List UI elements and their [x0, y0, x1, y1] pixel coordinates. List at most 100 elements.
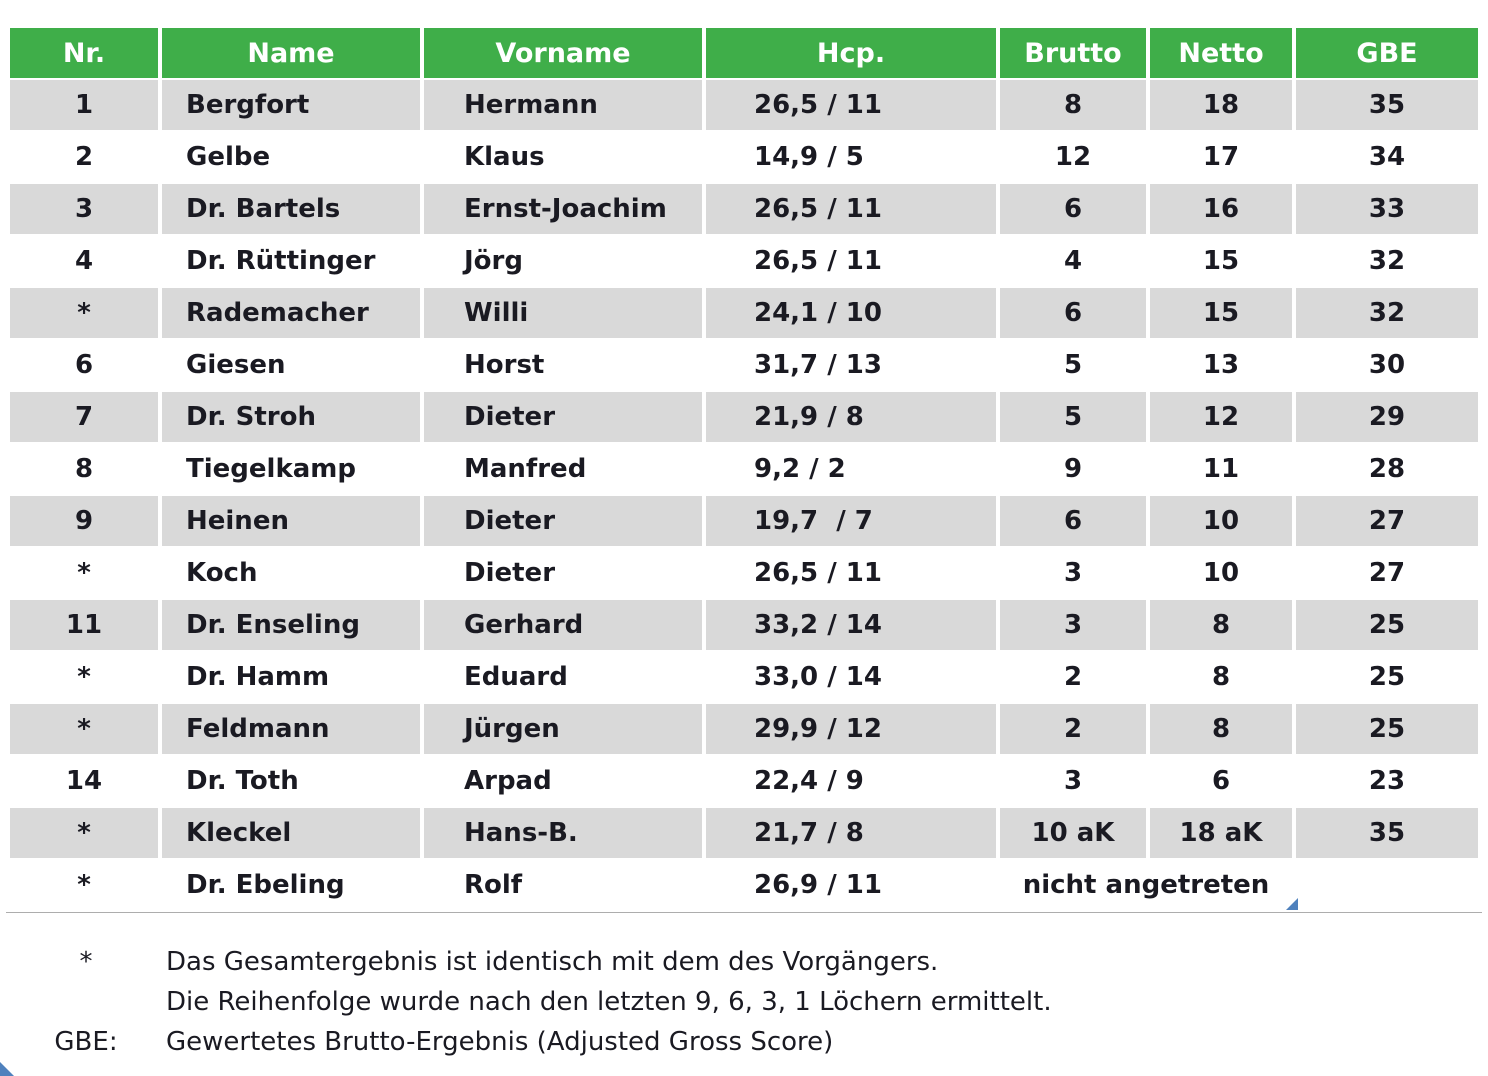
column-header-vorname: Vorname [424, 28, 702, 78]
cell-netto: 15 [1150, 288, 1292, 338]
footnotes: * Das Gesamtergebnis ist identisch mit d… [6, 942, 1426, 1062]
cell-name: Dr. Ebeling [186, 870, 345, 900]
table-row: 3 Dr. Bartels Ernst-Joachim 26,5 / 11 6 16 33 [10, 184, 1478, 234]
cell-nr: * [10, 704, 158, 754]
cell-nr: 4 [74, 246, 94, 276]
cell-status: nicht angetreten [1022, 870, 1270, 900]
cell-gbe: 25 [1296, 600, 1478, 650]
footnote-text: Gewertetes Brutto-Ergebnis (Adjusted Gro… [166, 1027, 834, 1057]
cell-netto: 18 aK [1150, 808, 1292, 858]
cell-hcp: 9,2 / 2 [754, 454, 846, 484]
cell-netto: 15 [1202, 246, 1240, 276]
cell-hcp: 24,1 / 10 [706, 288, 996, 338]
cell-hcp: 26,5 / 11 [706, 184, 996, 234]
cell-brutto: 6 [1000, 496, 1146, 546]
cell-vorname: Klaus [464, 142, 545, 172]
cell-gbe: 25 [1296, 704, 1478, 754]
selection-corner-icon [1286, 898, 1298, 910]
cell-nr: 6 [74, 350, 94, 380]
cell-nr: 14 [65, 766, 103, 796]
footnote-symbol: * [79, 947, 93, 977]
column-header-netto: Netto [1150, 28, 1292, 78]
cell-vorname: Rolf [464, 870, 523, 900]
table-row: 8 Tiegelkamp Manfred 9,2 / 2 9 11 28 [10, 444, 1478, 494]
cell-brutto: 5 [1000, 392, 1146, 442]
table-row: 2 Gelbe Klaus 14,9 / 5 12 17 34 [10, 132, 1478, 182]
cell-hcp: 22,4 / 9 [754, 766, 864, 796]
cell-nr: * [77, 870, 91, 900]
cell-nr: * [10, 808, 158, 858]
cell-hcp: 31,7 / 13 [754, 350, 882, 380]
cell-name: Dr. Rüttinger [186, 246, 376, 276]
cell-nr: 1 [10, 80, 158, 130]
cell-netto: 10 [1150, 496, 1292, 546]
table-row: 7 Dr. Stroh Dieter 21,9 / 8 5 12 29 [10, 392, 1478, 442]
cell-name: Kleckel [162, 808, 420, 858]
cell-hcp: 26,5 / 11 [706, 80, 996, 130]
cell-name: Rademacher [162, 288, 420, 338]
cell-gbe: 34 [1368, 142, 1406, 172]
cell-hcp: 29,9 / 12 [706, 704, 996, 754]
cell-hcp: 21,7 / 8 [706, 808, 996, 858]
cell-nr: 9 [10, 496, 158, 546]
cell-vorname: Gerhard [424, 600, 702, 650]
cell-brutto: 3 [1063, 558, 1083, 588]
cell-netto: 8 [1211, 662, 1231, 692]
cell-nr: * [77, 558, 91, 588]
footnote-line-continued: Die Reihenfolge wurde nach den letzten 9… [6, 982, 1426, 1022]
cell-gbe: 27 [1296, 496, 1478, 546]
table-row: * Rademacher Willi 24,1 / 10 6 15 32 [10, 288, 1478, 338]
cell-hcp: 14,9 / 5 [754, 142, 864, 172]
table-row: * Dr. Ebeling Rolf 26,9 / 11 nicht angetrete… [10, 860, 1478, 910]
cell-name: Feldmann [162, 704, 420, 754]
table-row: 11 Dr. Enseling Gerhard 33,2 / 14 3 8 25 [10, 600, 1478, 650]
cell-hcp: 21,9 / 8 [706, 392, 996, 442]
cell-gbe [1296, 860, 1478, 910]
cell-netto: 10 [1202, 558, 1240, 588]
cell-name: Koch [186, 558, 258, 588]
cell-name: Dr. Stroh [162, 392, 420, 442]
cell-gbe: 35 [1296, 808, 1478, 858]
table-row: 1 Bergfort Hermann 26,5 / 11 8 18 35 [10, 80, 1478, 130]
cell-brutto: 5 [1063, 350, 1083, 380]
cell-name: Dr. Toth [186, 766, 299, 796]
table-row: 4 Dr. Rüttinger Jörg 26,5 / 11 4 15 32 [10, 236, 1478, 286]
cell-brutto: 3 [1063, 766, 1083, 796]
table-row: 14 Dr. Toth Arpad 22,4 / 9 3 6 23 [10, 756, 1478, 806]
footnote-line-gbe: GBE: Gewertetes Brutto-Ergebnis (Adjuste… [6, 1022, 1426, 1062]
cell-vorname: Eduard [464, 662, 568, 692]
cell-netto: 17 [1202, 142, 1240, 172]
footnote-symbol: GBE: [54, 1027, 118, 1057]
cell-hcp: 33,0 / 14 [754, 662, 882, 692]
cell-vorname: Jörg [464, 246, 523, 276]
cell-hcp: 26,5 / 11 [754, 558, 882, 588]
cell-nr: 7 [10, 392, 158, 442]
cell-vorname: Willi [424, 288, 702, 338]
cell-vorname: Hermann [424, 80, 702, 130]
cell-nr: 3 [10, 184, 158, 234]
cell-vorname: Jürgen [424, 704, 702, 754]
cell-netto: 11 [1202, 454, 1240, 484]
cell-vorname: Horst [464, 350, 545, 380]
results-table-container: Nr. Name Vorname Hcp. Brutto Netto GBE 1 Bergfo… [6, 26, 1482, 913]
footnote-symbol [6, 982, 166, 1022]
cell-netto: 13 [1202, 350, 1240, 380]
cell-netto: 16 [1150, 184, 1292, 234]
header-row: Nr. Name Vorname Hcp. Brutto Netto GBE [10, 28, 1478, 78]
cell-brutto: 12 [1054, 142, 1092, 172]
cell-gbe: 32 [1296, 288, 1478, 338]
cell-gbe: 27 [1368, 558, 1406, 588]
cell-brutto: 3 [1000, 600, 1146, 650]
cell-name: Dr. Enseling [162, 600, 420, 650]
cell-gbe: 33 [1296, 184, 1478, 234]
table-row: * Dr. Hamm Eduard 33,0 / 14 2 8 25 [10, 652, 1478, 702]
cell-vorname: Manfred [464, 454, 587, 484]
cell-name: Dr. Bartels [162, 184, 420, 234]
cell-brutto: 2 [1063, 662, 1083, 692]
table-row: * Feldmann Jürgen 29,9 / 12 2 8 25 [10, 704, 1478, 754]
column-header-name: Name [162, 28, 420, 78]
cell-gbe: 29 [1296, 392, 1478, 442]
cell-brutto: 4 [1063, 246, 1083, 276]
cell-vorname: Hans-B. [424, 808, 702, 858]
cell-hcp: 26,5 / 11 [754, 246, 882, 276]
